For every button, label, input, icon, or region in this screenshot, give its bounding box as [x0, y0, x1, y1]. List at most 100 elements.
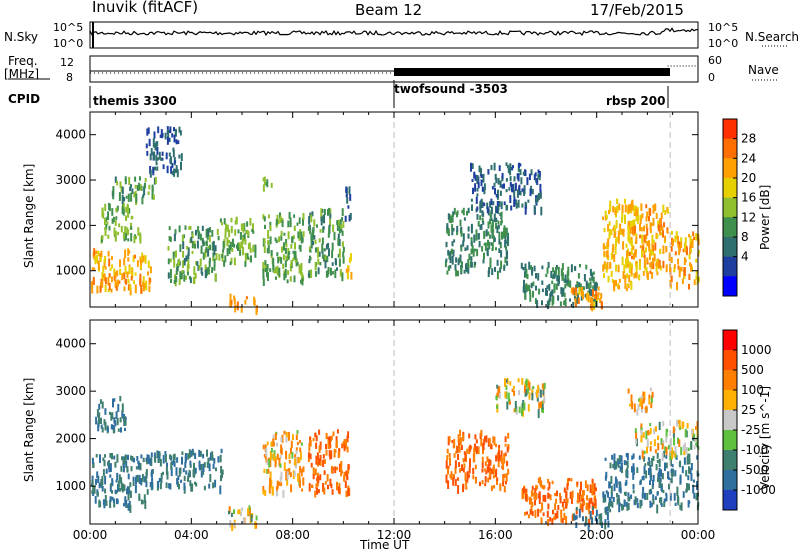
velocity-cell	[472, 475, 475, 480]
power-cell	[505, 245, 508, 251]
velocity-cell	[605, 507, 608, 513]
cpid-segment-3: rbsp 200	[606, 94, 666, 108]
power-cell	[486, 206, 489, 214]
velocity-cell	[481, 456, 484, 463]
power-cell	[539, 192, 542, 199]
power-cell	[123, 236, 126, 242]
power-cell	[483, 242, 486, 246]
velocity-cell	[610, 500, 613, 505]
velocity-cell	[98, 482, 101, 489]
power-cell	[471, 163, 474, 169]
power-cell	[494, 173, 497, 180]
velocity-colorbar-tick-label: 25	[741, 403, 756, 417]
power-cell	[518, 184, 521, 194]
velocity-cell	[613, 460, 616, 470]
power-colorbar-swatch	[723, 237, 737, 258]
power-cell	[174, 129, 177, 136]
power-cell	[494, 266, 496, 272]
power-cell	[483, 202, 486, 207]
velocity-cell	[539, 509, 542, 513]
power-cell	[288, 211, 291, 218]
power-cell	[139, 256, 142, 263]
velocity-cell	[690, 441, 693, 450]
velocity-cell	[591, 481, 594, 490]
velocity-cell	[136, 456, 139, 461]
power-cell	[497, 205, 500, 211]
power-cell	[633, 225, 636, 234]
velocity-cell	[535, 389, 538, 398]
velocity-cell	[292, 434, 294, 440]
power-cell	[646, 272, 649, 280]
velocity-cell	[569, 491, 572, 499]
power-cell	[250, 255, 252, 263]
velocity-cell	[129, 504, 132, 513]
velocity-cell	[276, 442, 279, 447]
power-cell	[293, 214, 296, 218]
velocity-cell	[312, 437, 315, 442]
power-cell	[249, 217, 252, 226]
power-cell	[264, 224, 266, 229]
power-cell	[481, 186, 484, 192]
power-cell	[269, 236, 272, 245]
power-cell	[471, 204, 473, 211]
velocity-cell	[641, 450, 644, 460]
velocity-cell	[679, 460, 682, 468]
velocity-cell	[594, 498, 597, 506]
power-cell	[504, 235, 507, 241]
power-cell	[114, 219, 117, 226]
power-cell	[563, 292, 566, 298]
power-cell	[505, 189, 508, 193]
power-cell	[154, 177, 157, 184]
power-cell	[630, 242, 633, 248]
power-cell	[297, 231, 300, 239]
velocity-cell	[661, 452, 664, 461]
power-cell	[266, 264, 269, 271]
power-cell	[475, 237, 478, 241]
velocity-cell	[271, 486, 274, 496]
velocity-cell	[296, 441, 299, 446]
freq-band	[394, 68, 670, 76]
power-cell	[649, 228, 652, 234]
power-cell	[96, 285, 99, 294]
power-cell	[241, 237, 244, 245]
power-cell	[615, 264, 618, 272]
power-cell	[471, 245, 474, 253]
power-cell	[341, 230, 344, 236]
power-cell	[126, 203, 129, 208]
power-cell	[480, 174, 483, 178]
power-cell	[322, 226, 325, 230]
power-cell	[233, 298, 236, 305]
velocity-cell	[454, 466, 457, 474]
velocity-cell	[228, 506, 231, 513]
velocity-cell	[172, 454, 175, 463]
velocity-cell	[660, 503, 663, 507]
power-cell	[342, 256, 345, 264]
velocity-cell	[551, 518, 554, 525]
power-cell	[670, 245, 673, 252]
power-cell	[130, 275, 133, 281]
velocity-cell	[452, 477, 455, 486]
power-cell	[298, 245, 301, 250]
power-cell	[450, 215, 453, 224]
power-cell	[183, 274, 186, 282]
power-cell	[643, 225, 645, 232]
velocity-cell	[665, 455, 668, 459]
power-cell	[522, 171, 525, 176]
power-cell	[633, 253, 635, 260]
power-cell	[460, 246, 463, 252]
power-cell	[675, 231, 678, 240]
power-cell	[276, 272, 279, 276]
power-cell	[515, 202, 518, 209]
power-cell	[328, 207, 331, 214]
velocity-cell	[576, 499, 579, 504]
velocity-cell	[187, 453, 190, 460]
velocity-cell	[189, 460, 192, 466]
power-cell	[128, 208, 131, 214]
power-cell	[347, 205, 350, 209]
velocity-cell	[579, 489, 582, 496]
velocity-cell	[593, 483, 596, 490]
power-cell	[490, 198, 493, 205]
power-cell	[209, 227, 211, 233]
velocity-cell	[663, 501, 666, 507]
power-cell	[669, 279, 672, 284]
